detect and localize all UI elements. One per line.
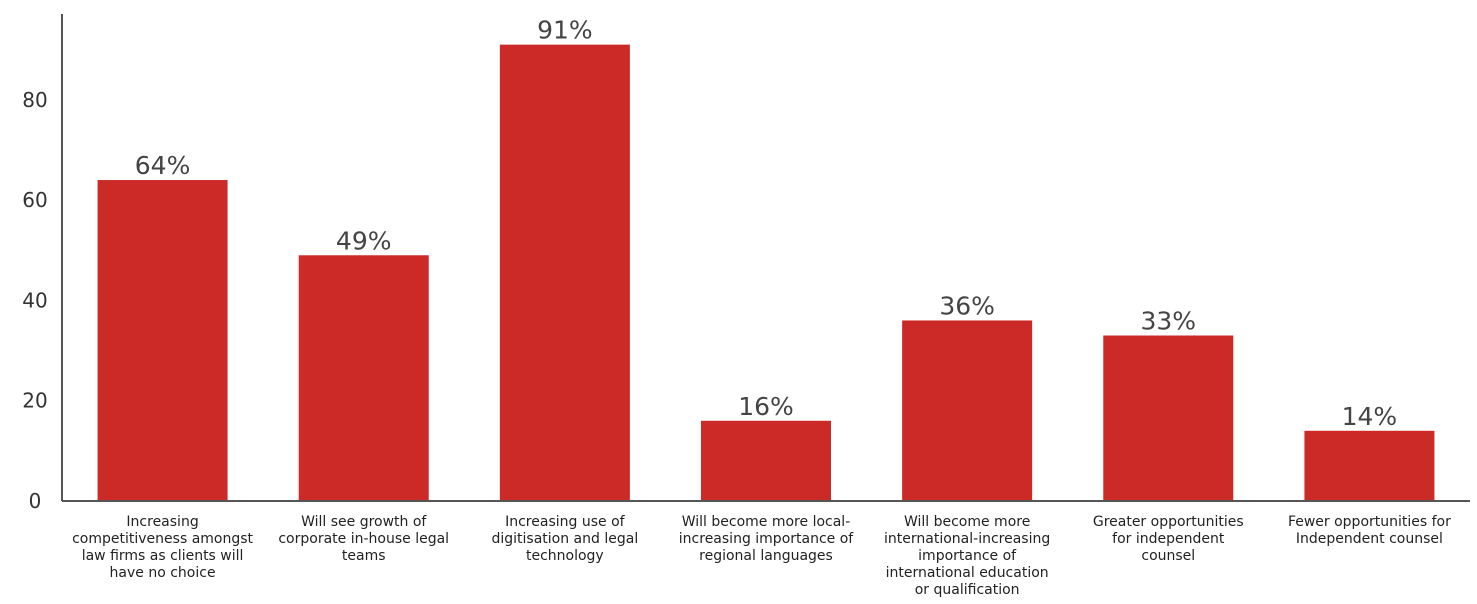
category-label: Will become more international-increasing… bbox=[884, 514, 1050, 598]
data-label: 33% bbox=[1140, 307, 1196, 336]
y-tick-label: 40 bbox=[22, 288, 47, 312]
bar bbox=[1103, 335, 1234, 501]
bars bbox=[97, 44, 1435, 502]
bar bbox=[499, 44, 630, 501]
bar bbox=[701, 420, 831, 501]
category-label: Fewer opportunities for Independent couns… bbox=[1288, 514, 1451, 547]
data-label: 64% bbox=[135, 151, 191, 180]
y-tick-label: 80 bbox=[22, 88, 47, 112]
category-label: Will see growth of corporate in-house leg… bbox=[278, 514, 449, 564]
category-label: Increasing competitiveness amongst law fir… bbox=[72, 514, 253, 581]
data-label: 91% bbox=[537, 16, 593, 45]
bar bbox=[902, 320, 1033, 501]
y-axis-ticks: 0 20 40 60 80 bbox=[22, 88, 47, 513]
y-tick-label: 20 bbox=[22, 389, 47, 413]
data-label: 16% bbox=[738, 392, 794, 421]
data-label: 49% bbox=[336, 226, 392, 255]
bar bbox=[298, 255, 429, 501]
category-label: Will become more local-increasing import… bbox=[679, 514, 854, 564]
data-labels: 64% 49% 91% 16% 36% 33% 14% bbox=[135, 16, 1397, 431]
bar bbox=[1304, 430, 1435, 501]
y-tick-label: 60 bbox=[22, 188, 47, 212]
x-axis-labels: Increasing competitiveness amongst law fir… bbox=[72, 514, 1451, 598]
data-label: 36% bbox=[939, 291, 995, 320]
category-label: Greater opportunities for independent coun… bbox=[1093, 514, 1244, 564]
data-label: 14% bbox=[1342, 402, 1398, 431]
y-tick-label: 0 bbox=[29, 489, 42, 513]
category-label: Increasing use of digitisation and legal t… bbox=[491, 514, 638, 564]
bar bbox=[97, 180, 228, 502]
